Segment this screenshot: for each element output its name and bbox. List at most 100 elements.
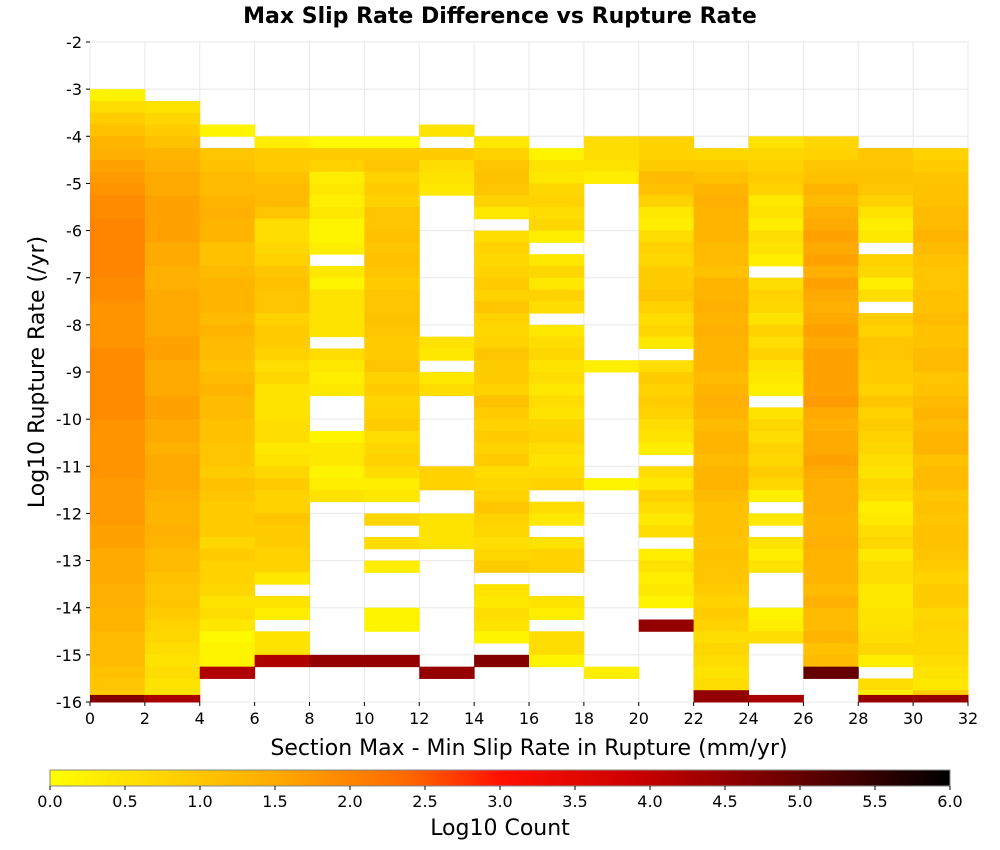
x-tick-label: 32	[958, 709, 978, 728]
heatmap-cell	[638, 254, 695, 267]
heatmap-cell	[529, 478, 585, 491]
heatmap-cell	[254, 489, 310, 503]
heatmap-cell	[748, 218, 804, 232]
heatmap-cell	[254, 242, 310, 255]
heatmap-cell	[529, 265, 585, 279]
y-tick-label: -4	[66, 127, 82, 146]
heatmap-cell	[529, 277, 585, 290]
heatmap-cell	[858, 277, 914, 290]
heatmap-cell	[364, 348, 420, 361]
heatmap-cell	[474, 501, 530, 514]
heatmap-cell	[254, 313, 310, 326]
heatmap-cell	[90, 313, 146, 326]
heatmap-cell	[529, 607, 585, 620]
heatmap-cell	[254, 607, 310, 620]
x-tick-label: 24	[738, 709, 758, 728]
heatmap-cell	[254, 454, 310, 467]
heatmap-cell	[254, 171, 310, 184]
heatmap-cell	[199, 218, 256, 232]
heatmap-cell	[90, 513, 146, 526]
heatmap-cell	[858, 678, 914, 691]
heatmap-cell	[858, 513, 914, 526]
heatmap-cell	[858, 195, 914, 208]
heatmap-cell	[309, 430, 365, 444]
heatmap-cell	[254, 419, 310, 432]
heatmap-cell	[913, 324, 969, 338]
heatmap-cell	[254, 537, 310, 550]
heatmap-cell	[693, 513, 749, 526]
heatmap-cell	[144, 442, 201, 455]
heatmap-cell	[199, 572, 256, 585]
heatmap-cell	[199, 265, 256, 279]
heatmap-cell	[144, 372, 201, 385]
heatmap-cell	[364, 654, 420, 668]
heatmap-cell	[90, 159, 146, 173]
heatmap-cell	[803, 430, 859, 444]
heatmap-cell	[364, 148, 420, 161]
y-tick-label: -2	[66, 33, 82, 52]
heatmap-cell	[748, 537, 804, 550]
heatmap-cell	[913, 383, 969, 397]
heatmap-cell	[748, 360, 804, 373]
heatmap-cell	[913, 442, 969, 455]
heatmap-cell	[803, 560, 859, 573]
heatmap-cell	[803, 478, 859, 491]
heatmap-cell	[583, 171, 640, 184]
heatmap-cell	[858, 159, 914, 173]
heatmap-cell	[309, 183, 365, 196]
heatmap-cell	[638, 584, 695, 597]
heatmap-cell	[913, 218, 969, 232]
heatmap-cell	[254, 360, 310, 373]
x-tick-label: 6	[250, 709, 260, 728]
heatmap-cell	[529, 513, 585, 526]
heatmap-cell	[144, 277, 201, 290]
y-tick-label: -13	[56, 552, 82, 571]
heatmap-cell	[90, 466, 146, 479]
heatmap-cell	[693, 654, 749, 668]
heatmap-cell	[90, 336, 146, 349]
heatmap-cell	[364, 336, 420, 349]
heatmap-cell	[474, 654, 530, 668]
heatmap-cell	[474, 183, 530, 196]
heatmap-cell	[474, 478, 530, 491]
heatmap-cell	[474, 383, 530, 397]
heatmap-cell	[913, 478, 969, 491]
heatmap-cell	[254, 513, 310, 526]
heatmap-cell	[144, 654, 201, 668]
heatmap-cell	[199, 313, 256, 326]
heatmap-cell	[199, 277, 256, 290]
heatmap-cell	[90, 324, 146, 338]
heatmap-cell	[364, 360, 420, 373]
heatmap-cell	[529, 537, 585, 550]
heatmap-cell	[748, 631, 804, 644]
heatmap-cell	[199, 301, 256, 314]
heatmap-cell	[309, 372, 365, 385]
heatmap-cell	[144, 454, 201, 467]
heatmap-cell	[858, 489, 914, 503]
heatmap-cell	[803, 407, 859, 420]
heatmap-cell	[474, 148, 530, 161]
heatmap-cell	[638, 313, 695, 326]
colorbar-tick-label: 5.0	[787, 792, 812, 811]
colorbar-tick-label: 2.5	[412, 792, 437, 811]
heatmap-cell	[419, 348, 475, 361]
heatmap-cell	[858, 643, 914, 656]
heatmap-cell	[913, 537, 969, 550]
heatmap-cell	[748, 148, 804, 161]
heatmap-cell	[199, 171, 256, 184]
heatmap-cell	[364, 218, 420, 232]
heatmap-cell	[858, 265, 914, 279]
heatmap-cell	[90, 112, 146, 125]
heatmap-cell	[858, 548, 914, 562]
heatmap-cell	[254, 442, 310, 455]
heatmap-cell	[144, 218, 201, 232]
heatmap-cell	[693, 395, 749, 408]
heatmap-cell	[90, 171, 146, 184]
heatmap-cell	[419, 171, 475, 184]
y-tick-label: -5	[66, 174, 82, 193]
heatmap-cell	[309, 265, 365, 279]
heatmap-cell	[199, 607, 256, 620]
heatmap-cell	[254, 230, 310, 243]
heatmap-cell	[638, 289, 695, 302]
heatmap-cell	[638, 383, 695, 397]
